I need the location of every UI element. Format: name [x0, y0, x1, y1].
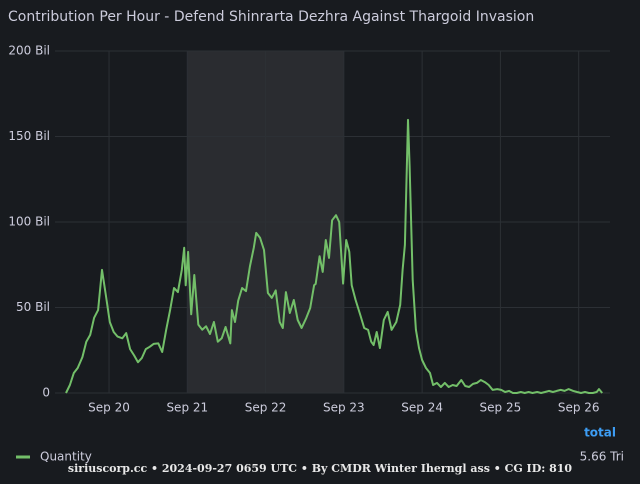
y-tick-label: 100 Bil [8, 215, 50, 229]
x-tick-label: Sep 25 [480, 401, 522, 415]
chart-title: Contribution Per Hour - Defend Shinrarta… [8, 9, 534, 25]
footer: siriuscorp.cc • 2024-09-27 0659 UTC • By… [68, 462, 573, 475]
y-tick-label: 0 [42, 386, 50, 400]
x-tick-label: Sep 23 [323, 401, 365, 415]
x-tick-label: Sep 24 [401, 401, 443, 415]
legend-entry[interactable]: Quantity [40, 450, 92, 464]
y-tick-label: 50 Bil [16, 300, 50, 314]
y-tick-label: 150 Bil [8, 129, 50, 143]
series-line [65, 118, 603, 394]
x-tick-label: Sep 26 [558, 401, 600, 415]
legend-header: total [584, 426, 616, 440]
legend-total: 5.66 Tri [580, 450, 624, 464]
x-tick-label: Sep 20 [88, 401, 130, 415]
x-tick-label: Sep 22 [245, 401, 287, 415]
y-tick-label: 200 Bil [8, 44, 50, 58]
x-tick-label: Sep 21 [166, 401, 208, 415]
